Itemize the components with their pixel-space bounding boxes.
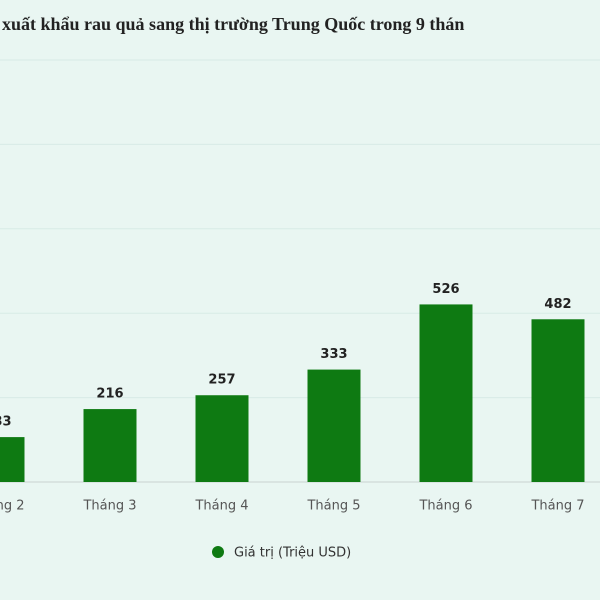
chart-title: xuất khẩu rau quả sang thị trường Trung … xyxy=(2,14,464,34)
x-tick-label: Tháng 4 xyxy=(194,499,248,514)
value-label: 133 xyxy=(0,415,12,430)
value-label: 257 xyxy=(208,373,235,388)
legend-label: Giá trị (Triệu USD) xyxy=(234,546,351,561)
x-tick-label: Tháng 7 xyxy=(530,499,584,514)
x-tick-label: Tháng 2 xyxy=(0,499,25,514)
bar xyxy=(83,409,137,482)
value-label: 482 xyxy=(544,297,571,312)
bar xyxy=(531,319,585,482)
legend-marker xyxy=(212,546,224,558)
x-tick-label: Tháng 6 xyxy=(418,499,472,514)
value-label: 216 xyxy=(96,387,123,402)
value-label: 526 xyxy=(432,282,459,297)
bar xyxy=(195,395,249,482)
x-tick-label: Tháng 3 xyxy=(82,499,136,514)
bar xyxy=(307,369,361,482)
bar xyxy=(0,437,25,482)
x-tick-label: Tháng 5 xyxy=(306,499,360,514)
value-label: 333 xyxy=(320,347,347,362)
bar xyxy=(419,304,473,482)
